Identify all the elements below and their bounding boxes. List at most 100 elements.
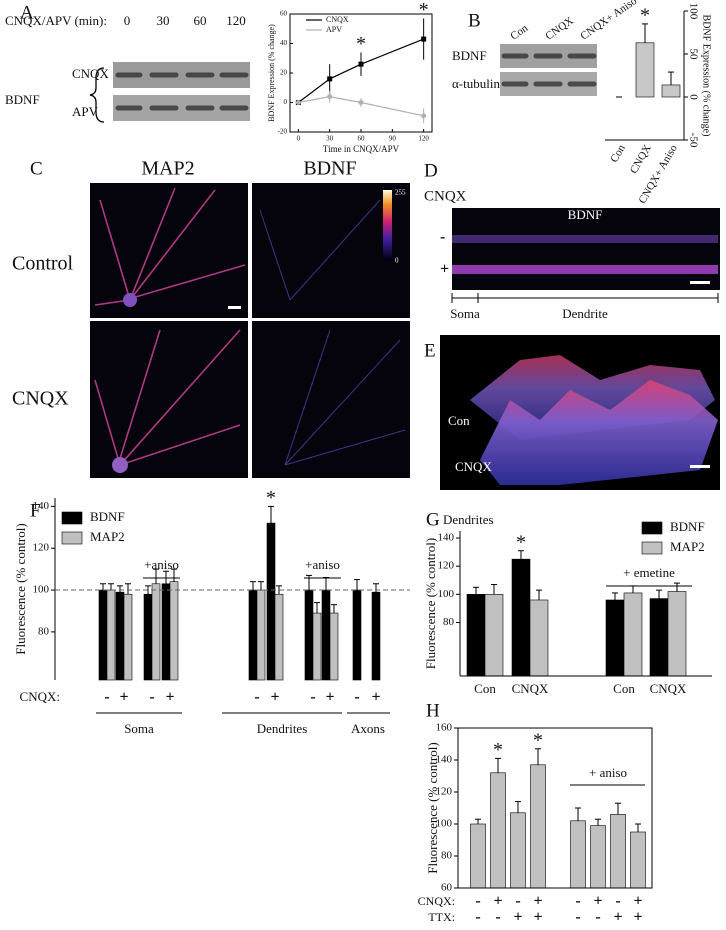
- y-axis-label: Fluorescence (% control): [425, 742, 440, 873]
- y-tick-label: 120: [33, 542, 50, 554]
- y-tick-label: 120: [436, 786, 453, 798]
- legend-label: APV: [326, 25, 342, 34]
- legend-label: CNQX: [326, 15, 349, 24]
- x-tick-label: 120: [418, 135, 429, 143]
- bar: [649, 598, 669, 677]
- annotation: *: [533, 729, 543, 751]
- y-tick-label: 60: [280, 10, 288, 18]
- column-label: MAP2: [141, 158, 194, 180]
- x-axis-label: Time in CNQX/APV: [323, 144, 400, 154]
- image-label: BDNF: [568, 207, 603, 222]
- legend-swatch: [61, 531, 83, 545]
- bar: [371, 591, 381, 681]
- bar: [329, 612, 339, 681]
- x-tick-label: 30: [326, 135, 334, 143]
- bar: [635, 42, 655, 98]
- panel-letter: B: [468, 10, 481, 31]
- region-label: Soma: [450, 306, 480, 321]
- bar: [667, 591, 687, 677]
- x-tick-label: +: [633, 893, 642, 910]
- y-tick-label: 140: [436, 754, 453, 766]
- panel-letter: G: [426, 509, 440, 530]
- colorbar-label: 0: [395, 257, 399, 265]
- x-tick-label: -: [615, 893, 620, 910]
- blot-column-label: 120: [226, 13, 246, 28]
- x-tick-label: +: [165, 689, 174, 706]
- bar: [161, 583, 171, 681]
- bar: [470, 823, 486, 889]
- legend-label: BDNF: [670, 519, 705, 534]
- y-tick-label: 120: [438, 560, 455, 572]
- x-tick-label: Con: [613, 681, 635, 696]
- x-tick-label: +: [513, 909, 522, 926]
- legend-swatch: [641, 521, 663, 535]
- bar: [321, 589, 331, 681]
- point: [327, 76, 333, 82]
- bar: [630, 831, 646, 889]
- x-tick-label: +: [270, 689, 279, 706]
- x-tick-label: -: [475, 909, 480, 926]
- point: [421, 36, 427, 42]
- brace: [89, 67, 105, 123]
- subtitle: Dendrites: [443, 512, 494, 527]
- x-tick-label: +: [533, 893, 542, 910]
- subgroup-label: + emetine: [623, 565, 675, 580]
- group-label: Soma: [124, 721, 154, 736]
- group-label: Dendrites: [257, 721, 308, 736]
- annotation: *: [640, 4, 650, 26]
- x-tick-label: Con: [474, 681, 496, 696]
- point: [421, 113, 427, 119]
- plot-frame: [457, 727, 653, 889]
- point: [295, 100, 301, 105]
- x-tick-label: 90: [389, 135, 397, 143]
- x-tick-label: +: [533, 909, 542, 926]
- x-tick-label: Con: [608, 142, 628, 164]
- y-tick-label: 60: [441, 882, 453, 894]
- x-tick-label: -: [495, 909, 500, 926]
- x-row-label: CNQX:: [20, 689, 60, 704]
- x-tick-label: -: [575, 893, 580, 910]
- x-tick-label: +: [633, 909, 642, 926]
- y-axis-label: Fluorescence (% control): [13, 523, 28, 654]
- image-label: CNQX: [455, 459, 492, 474]
- blot-group-label: BDNF: [5, 92, 40, 107]
- point: [358, 61, 364, 67]
- annotation: *: [516, 531, 526, 553]
- x-row-label: CNQX:: [418, 894, 455, 908]
- bar: [169, 581, 179, 681]
- x-tick-label: +: [613, 909, 622, 926]
- y-tick-label: 0: [284, 98, 288, 106]
- row-label: +: [440, 261, 449, 278]
- y-tick-label: 20: [280, 69, 288, 77]
- bar: [590, 825, 606, 889]
- blot-title: CNQX/APV (min):: [5, 13, 107, 28]
- legend-swatch: [641, 541, 663, 555]
- bar: [484, 594, 504, 677]
- panel-letter: E: [424, 340, 436, 361]
- panel-letter: D: [424, 160, 438, 181]
- x-tick-label: -: [149, 689, 154, 706]
- y-tick-label: 140: [33, 500, 50, 512]
- bar: [529, 599, 549, 677]
- x-tick-label: +: [325, 689, 334, 706]
- subgroup-label: + aniso: [589, 765, 627, 780]
- x-tick-label: CNQX: [628, 143, 654, 176]
- x-tick-label: +: [371, 689, 380, 706]
- series-line: [298, 95, 424, 117]
- bar: [610, 814, 626, 889]
- x-tick-label: -: [515, 893, 520, 910]
- micrograph-panel: [90, 183, 410, 478]
- blot-column-label: 0: [124, 13, 131, 28]
- y-tick-label: 80: [441, 850, 453, 862]
- bar: [530, 764, 546, 889]
- y-axis-label: BDNF Expression (% change): [701, 15, 712, 137]
- y-tick-label: -20: [278, 128, 288, 136]
- point: [358, 100, 364, 105]
- y-tick-label: 100: [33, 584, 50, 596]
- y-axis-label: Fluorescence (% control): [423, 538, 438, 669]
- group-label: Axons: [351, 721, 385, 736]
- x-tick-label: +: [493, 893, 502, 910]
- bar: [256, 589, 266, 681]
- y-axis-label: BDNF Expression (% change): [267, 24, 276, 122]
- bar: [352, 589, 362, 681]
